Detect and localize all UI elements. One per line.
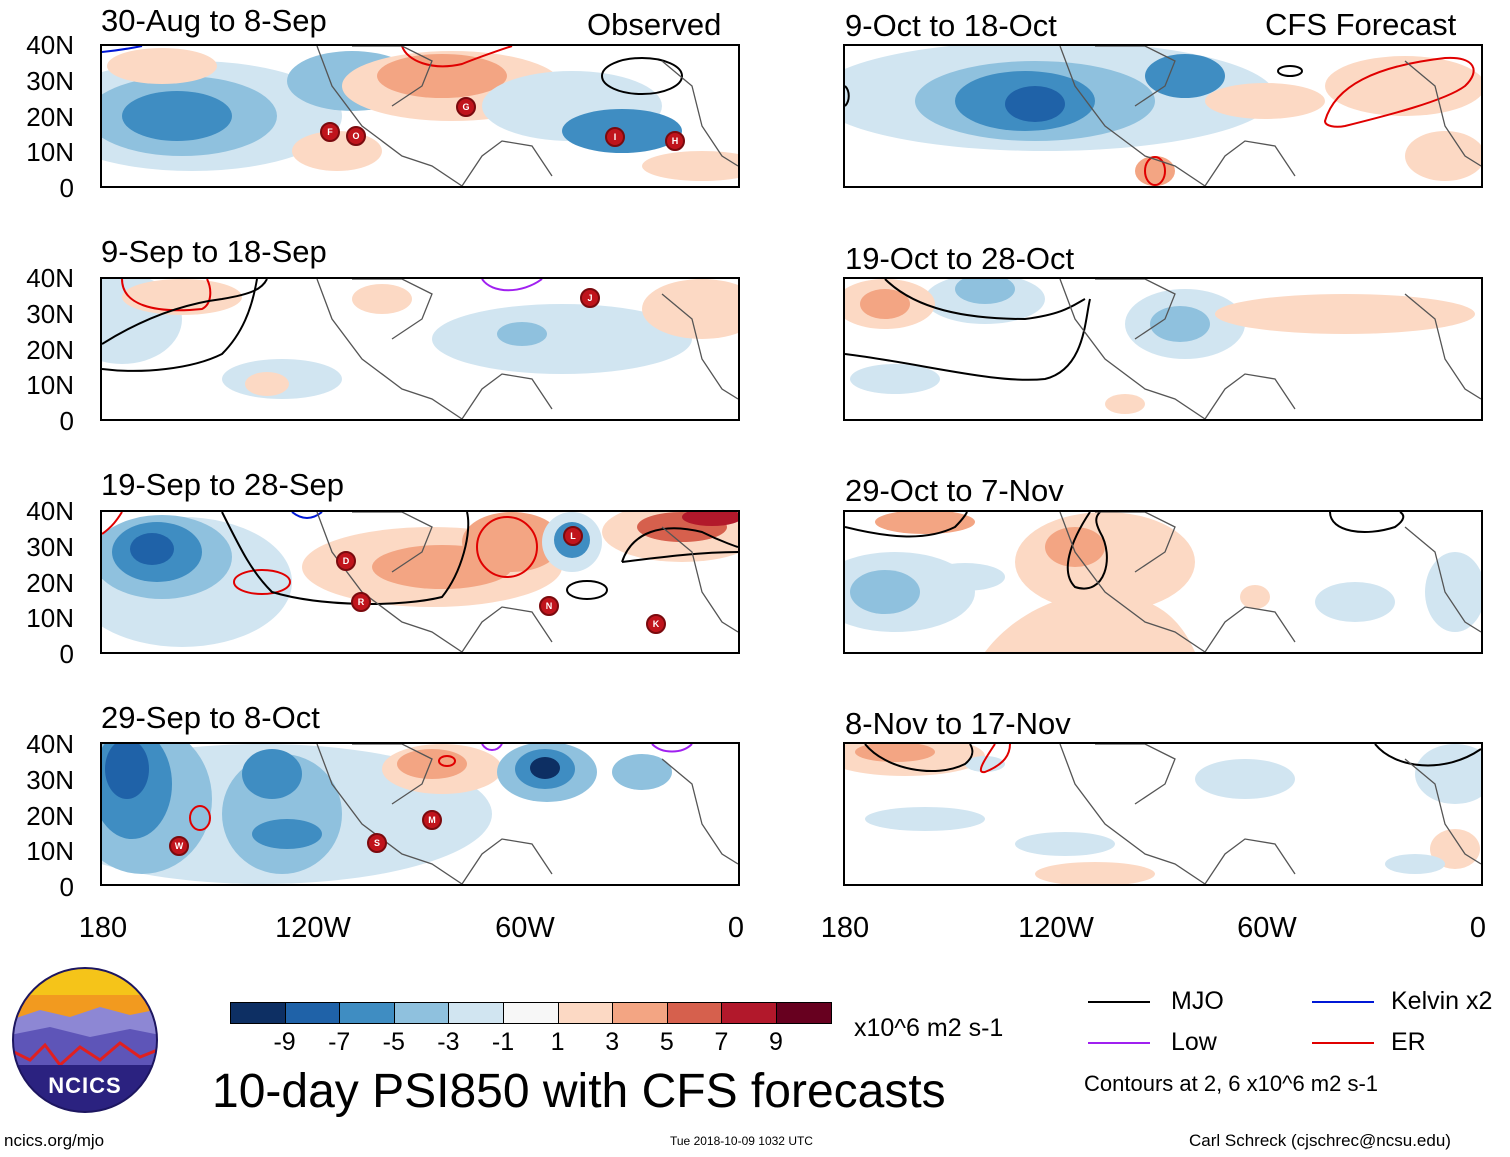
colorbar-cell	[721, 1002, 777, 1024]
forecast-map-panel-1	[843, 44, 1483, 188]
logo-text: NCICS	[48, 1073, 122, 1098]
lat-label: 10N	[26, 137, 74, 167]
lat-label: 20N	[26, 568, 74, 598]
colorbar-tick-label: 9	[769, 1028, 783, 1056]
ncics-logo: NCICS	[10, 965, 160, 1115]
observed-map-panel-1	[100, 44, 740, 188]
colorbar-cell	[612, 1002, 668, 1024]
lat-label: 40N	[26, 729, 74, 759]
footer-credit: Carl Schreck (cjschrec@ncsu.edu)	[1189, 1131, 1451, 1150]
colorbar-tick-label: -5	[382, 1028, 405, 1056]
lat-label: 30N	[26, 299, 74, 329]
storm-marker: N	[539, 596, 559, 616]
colorbar-cell	[230, 1002, 286, 1024]
storm-marker: W	[169, 836, 189, 856]
forecast-panel-2-title: 19-Oct to 28-Oct	[845, 241, 1075, 276]
legend-mjo-line	[1088, 1001, 1150, 1003]
lon-label: 0	[727, 912, 745, 944]
storm-marker: D	[336, 551, 356, 571]
storm-marker: I	[605, 127, 625, 147]
colorbar-cell	[776, 1002, 832, 1024]
colorbar-cell	[339, 1002, 395, 1024]
observed-panel-1-title: 30-Aug to 8-Sep	[101, 3, 327, 38]
lon-label: 60W	[495, 912, 555, 944]
legend-mjo-label: MJO	[1171, 987, 1224, 1015]
lon-label: 120W	[1018, 912, 1094, 944]
forecast-panel-1-title: 9-Oct to 18-Oct	[845, 8, 1057, 43]
forecast-map-panel-4	[843, 742, 1483, 886]
legend-er-label: ER	[1391, 1028, 1426, 1056]
storm-marker: L	[563, 526, 583, 546]
colorbar-cell	[557, 1002, 614, 1024]
colorbar-tick-label: 7	[714, 1028, 729, 1056]
lat-label: 10N	[26, 370, 74, 400]
observed-panel-2-title: 9-Sep to 18-Sep	[101, 234, 327, 269]
storm-marker: M	[422, 810, 442, 830]
legend-low-line	[1088, 1042, 1150, 1044]
legend-contour-note: Contours at 2, 6 x10^6 m2 s-1	[1084, 1071, 1379, 1096]
lat-label: 30N	[26, 532, 74, 562]
colorbar-tick-label: -7	[328, 1028, 351, 1056]
storm-marker: F	[320, 122, 340, 142]
lat-label: 0	[59, 872, 74, 902]
footer-url[interactable]: ncics.org/mjo	[4, 1131, 105, 1150]
legend-low-label: Low	[1171, 1028, 1217, 1056]
lat-label: 40N	[26, 30, 74, 60]
forecast-label: CFS Forecast	[1265, 7, 1457, 42]
lon-label: 180	[820, 912, 870, 944]
observed-panel-4-title: 29-Sep to 8-Oct	[101, 700, 320, 735]
lat-label: 0	[59, 173, 74, 203]
lat-label: 20N	[26, 801, 74, 831]
lat-label: 0	[59, 639, 74, 669]
observed-map-panel-3	[100, 510, 740, 654]
lon-label: 180	[78, 912, 128, 944]
storm-marker: H	[665, 131, 685, 151]
colorbar-tick-label: -9	[273, 1028, 296, 1056]
storm-marker: S	[367, 833, 387, 853]
lat-label: 30N	[26, 765, 74, 795]
forecast-map-panel-2	[843, 277, 1483, 421]
ncics-logo-graphic	[12, 967, 158, 1113]
forecast-panel-4-title: 8-Nov to 17-Nov	[845, 706, 1071, 741]
lat-label: 40N	[26, 263, 74, 293]
legend-kelvin-label: Kelvin x2	[1391, 987, 1493, 1015]
lat-label: 10N	[26, 836, 74, 866]
colorbar-tick-label: 3	[605, 1028, 620, 1056]
storm-marker: G	[456, 97, 476, 117]
lat-label: 30N	[26, 66, 74, 96]
storm-marker: O	[346, 126, 366, 146]
observed-map-panel-4	[100, 742, 740, 886]
colorbar-tick-label: 5	[659, 1028, 674, 1056]
colorbar-tick-label: 1	[550, 1028, 565, 1056]
lon-label: 60W	[1237, 912, 1297, 944]
colorbar-cell	[448, 1002, 504, 1024]
colorbar-cell	[284, 1002, 341, 1024]
colorbar-units: x10^6 m2 s-1	[854, 1014, 1004, 1042]
lat-label: 40N	[26, 496, 74, 526]
storm-marker: J	[580, 288, 600, 308]
lat-label: 10N	[26, 603, 74, 633]
storm-marker: K	[646, 614, 666, 634]
colorbar-cell	[393, 1002, 450, 1024]
forecast-panel-3-title: 29-Oct to 7-Nov	[845, 473, 1064, 508]
lon-label: 120W	[275, 912, 351, 944]
forecast-map-panel-3	[843, 510, 1483, 654]
lon-label: 0	[1469, 912, 1487, 944]
lat-label: 0	[59, 406, 74, 436]
observed-map-panel-2	[100, 277, 740, 421]
observed-panel-3-title: 19-Sep to 28-Sep	[101, 467, 345, 502]
colorbar-cell	[503, 1002, 559, 1024]
storm-marker: R	[351, 592, 371, 612]
lat-label: 20N	[26, 335, 74, 365]
colorbar-tick-label: -3	[437, 1028, 460, 1056]
lat-label: 20N	[26, 102, 74, 132]
legend-kelvin-line	[1312, 1001, 1374, 1003]
observed-label: Observed	[587, 7, 722, 42]
legend-er-line	[1312, 1042, 1374, 1044]
main-title: 10-day PSI850 with CFS forecasts	[212, 1065, 946, 1118]
colorbar-tick-label: -1	[491, 1028, 515, 1056]
colorbar-cell	[666, 1002, 723, 1024]
footer-timestamp: Tue 2018-10-09 1032 UTC	[670, 1134, 813, 1148]
